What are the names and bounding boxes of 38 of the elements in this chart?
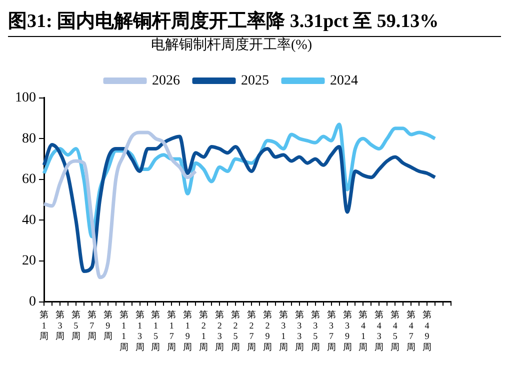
y-tick-label: 20 bbox=[22, 254, 36, 269]
x-tick-label: 第21周 bbox=[199, 310, 208, 352]
y-tick-label: 60 bbox=[22, 172, 36, 188]
x-tick-label: 第11周 bbox=[119, 310, 128, 352]
chart-subtitle: 电解铜制杆周度开工率(%) bbox=[151, 37, 312, 54]
x-tick-label: 第25周 bbox=[231, 310, 240, 352]
x-tick-label: 第41周 bbox=[358, 310, 368, 352]
x-tick-label: 第3周 bbox=[55, 310, 64, 342]
x-tick-label: 第5周 bbox=[71, 310, 80, 342]
x-tick-label: 第29周 bbox=[262, 310, 272, 352]
line-series bbox=[42, 134, 437, 273]
y-tick-label: 100 bbox=[15, 90, 36, 106]
x-tick-label: 第13周 bbox=[135, 310, 144, 352]
x-tick-label: 第15周 bbox=[151, 310, 160, 352]
x-tick-label: 第9周 bbox=[103, 310, 112, 342]
x-tick-label: 第1周 bbox=[40, 310, 48, 342]
x-tick-label: 第33周 bbox=[294, 310, 304, 352]
legend-label: 2026 bbox=[152, 73, 180, 88]
y-tick-label: 0 bbox=[29, 294, 36, 310]
chart-title: 图31: 国内电解铜杆周度开工率降 3.31pct 至 59.13% bbox=[8, 8, 501, 37]
x-tick-label: 第31周 bbox=[278, 310, 288, 352]
y-tick-label: 40 bbox=[22, 212, 36, 228]
y-tick-label: 80 bbox=[22, 131, 36, 146]
x-tick-label: 第17周 bbox=[167, 310, 176, 352]
x-tick-label: 第49周 bbox=[422, 310, 432, 352]
x-tick-label: 第47周 bbox=[406, 310, 416, 352]
x-tick-label: 第43周 bbox=[374, 310, 384, 352]
x-tick-label: 第27周 bbox=[246, 310, 256, 352]
legend-label: 2024 bbox=[330, 73, 358, 88]
line-series bbox=[42, 130, 198, 280]
x-tick-label: 第37周 bbox=[326, 310, 336, 352]
x-tick-label: 第19周 bbox=[183, 310, 192, 352]
x-tick-label: 第45周 bbox=[390, 310, 400, 352]
x-tick-label: 第7周 bbox=[87, 310, 96, 342]
legend-label: 2025 bbox=[241, 73, 269, 88]
x-tick-label: 第23周 bbox=[215, 310, 224, 352]
x-tick-label: 第35周 bbox=[310, 310, 320, 352]
x-tick-label: 第39周 bbox=[342, 310, 352, 352]
